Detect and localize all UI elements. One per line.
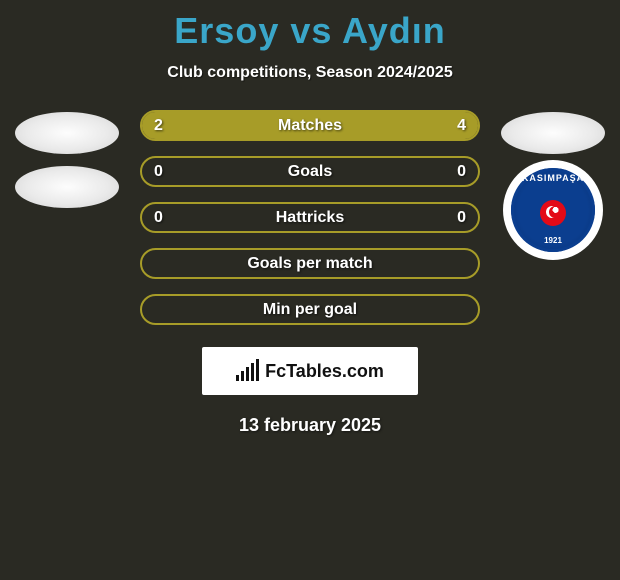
bar-chart-icon bbox=[236, 361, 259, 381]
stat-row: 00Goals bbox=[140, 156, 480, 187]
stat-row: 00Hattricks bbox=[140, 202, 480, 233]
stats-column: 24Matches 00Goals 00Hattricks Goals per mat… bbox=[140, 110, 480, 325]
page-title: Ersoy vs Aydın bbox=[0, 0, 620, 52]
branding-box: FcTables.com bbox=[202, 347, 418, 395]
left-club-placeholder bbox=[15, 166, 119, 208]
stat-label: Hattricks bbox=[142, 209, 478, 227]
branding-text: FcTables.com bbox=[265, 361, 384, 382]
club-name-text: KASIMPAŞA bbox=[511, 173, 595, 183]
right-player-avatar bbox=[501, 112, 605, 154]
stat-row: 24Matches bbox=[140, 110, 480, 141]
left-player-col bbox=[12, 110, 122, 208]
comparison-panel: 24Matches 00Goals 00Hattricks Goals per mat… bbox=[0, 110, 620, 325]
left-player-avatar bbox=[15, 112, 119, 154]
right-player-col: KASIMPAŞA 1921 bbox=[498, 110, 608, 260]
stat-row: Goals per match bbox=[140, 248, 480, 279]
stat-label: Min per goal bbox=[142, 301, 478, 319]
date-text: 13 february 2025 bbox=[0, 415, 620, 436]
right-club-badge: KASIMPAŞA 1921 bbox=[503, 160, 603, 260]
stat-label: Goals bbox=[142, 163, 478, 181]
stat-label: Goals per match bbox=[142, 255, 478, 273]
stat-row: Min per goal bbox=[140, 294, 480, 325]
stat-label: Matches bbox=[142, 117, 478, 135]
turkey-flag-icon bbox=[540, 200, 566, 226]
subtitle: Club competitions, Season 2024/2025 bbox=[0, 64, 620, 82]
club-year-text: 1921 bbox=[544, 236, 562, 245]
